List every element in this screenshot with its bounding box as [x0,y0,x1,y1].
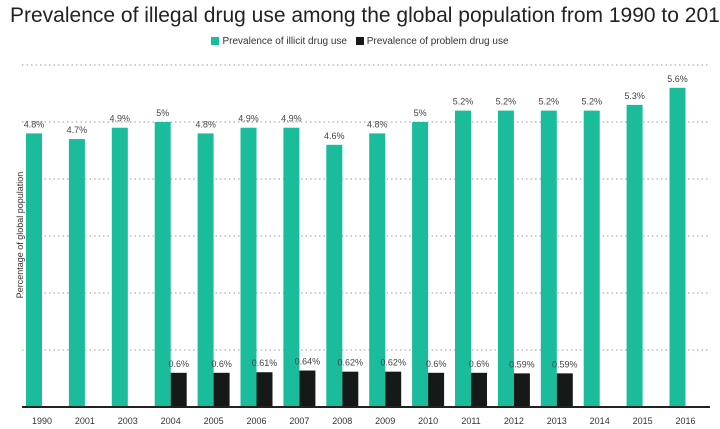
legend-swatch [211,37,220,45]
x-tick-label: 2009 [375,416,395,426]
bar-illicit-2016 [669,87,686,408]
data-label: 4.6% [324,131,345,141]
bar-problem-2013 [556,373,573,407]
data-label: 5.3% [624,91,645,101]
bar-illicit-2010 [412,122,429,407]
data-label: 0.6% [211,359,232,369]
legend-label: Prevalence of illicit drug use [222,36,347,47]
x-tick-label: 2004 [161,416,181,426]
chart-title: Prevalence of illegal drug use among the… [10,4,720,27]
x-tick-label: 2013 [547,416,567,426]
data-label: 5.2% [496,97,517,107]
bar-problem-2006 [256,372,273,407]
bar-illicit-2001 [68,139,85,407]
bar-illicit-2006 [240,127,257,407]
x-tick-label: 2003 [118,416,138,426]
legend-item-illicit[interactable]: Prevalence of illicit drug use [211,36,347,47]
x-tick-label: 1990 [32,416,52,426]
bar-problem-2007 [299,370,316,407]
data-label: 0.62% [338,358,364,368]
bar-illicit-2003 [111,127,128,407]
data-label: 4.9% [110,114,131,124]
bar-problem-2012 [513,373,530,407]
data-label: 0.61% [252,358,278,368]
legend-label: Prevalence of problem drug use [366,36,509,47]
legend-swatch [355,37,364,45]
x-tick-label: 2015 [633,416,653,426]
bar-problem-2005 [213,372,230,407]
legend-item-problem[interactable]: Prevalence of problem drug use [355,36,509,47]
bar-problem-2011 [471,372,487,407]
data-label: 5% [156,108,169,118]
bar-problem-2010 [428,372,445,407]
bar-illicit-2015 [626,104,643,408]
data-label: 4.9% [281,114,302,124]
bar-illicit-2014 [583,110,600,407]
bar-illicit-2011 [455,110,471,407]
x-tick-label: 2016 [675,416,695,426]
data-label: 0.64% [295,357,321,367]
x-tick-label: 2007 [289,416,309,426]
x-tick-label: 2014 [590,416,610,426]
x-tick-label: 2010 [418,416,438,426]
bar-problem-2009 [385,371,402,407]
bar-illicit-2005 [197,133,214,407]
data-label: 4.9% [238,114,259,124]
bar-illicit-2004 [154,122,171,407]
data-label: 0.59% [552,359,578,369]
data-label: 0.59% [509,359,535,369]
data-label: 4.8% [367,119,388,129]
data-label: 5.2% [453,97,474,107]
bar-illicit-2007 [283,127,300,407]
bar-illicit-2009 [369,133,386,407]
bar-problem-2008 [342,371,359,407]
data-label: 4.8% [195,119,216,129]
legend: Prevalence of illicit drug use Prevalenc… [0,36,720,47]
data-label: 0.6% [426,359,447,369]
x-tick-label: 2005 [204,416,224,426]
x-tick-label: 2006 [246,416,266,426]
bar-illicit-2013 [540,110,557,407]
data-label: 4.8% [24,119,45,129]
bar-illicit-1990 [26,133,42,407]
data-label: 5.6% [667,74,688,84]
bar-illicit-2012 [497,110,514,407]
data-label: 5.2% [539,97,560,107]
data-label: 0.62% [380,358,406,368]
data-label: 5.2% [581,97,602,107]
bar-problem-2004 [170,372,187,407]
x-tick-label: 2012 [504,416,524,426]
data-label: 0.6% [469,359,490,369]
x-tick-label: 2001 [75,416,95,426]
data-label: 0.6% [168,359,189,369]
x-tick-label: 2011 [461,416,480,426]
x-tick-label: 2008 [332,416,352,426]
data-label: 4.7% [67,125,88,135]
data-label: 5% [414,108,427,118]
bar-illicit-2008 [326,144,343,408]
